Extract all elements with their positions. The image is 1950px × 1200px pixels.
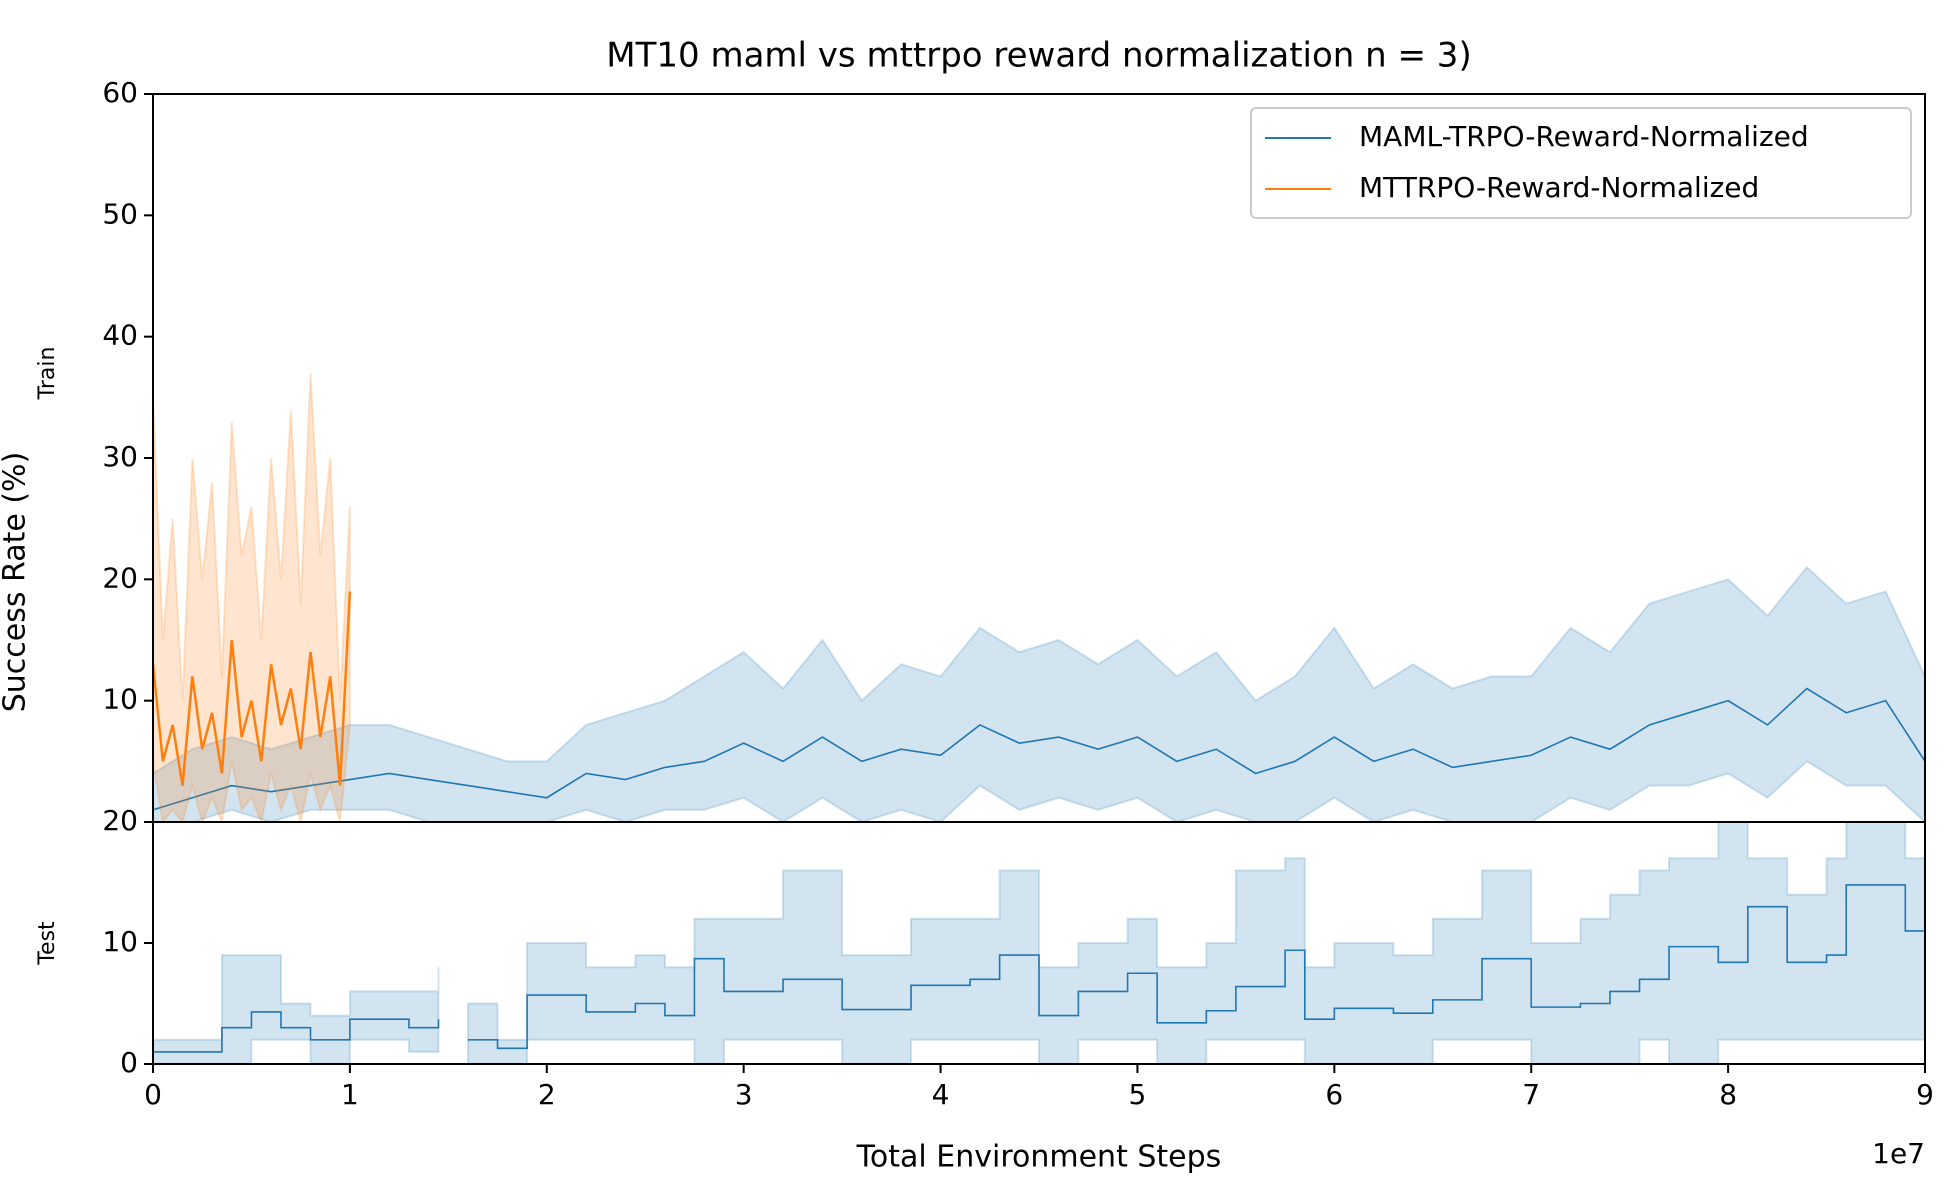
series-line xyxy=(153,687,1925,811)
y-tick-label: 10 xyxy=(102,925,138,958)
x-offset-label: 1e7 xyxy=(1872,1137,1925,1170)
legend-label: MTTRPO-Reward-Normalized xyxy=(1359,171,1759,204)
plot-area xyxy=(153,822,1925,1064)
y-tick-label: 50 xyxy=(102,197,138,230)
x-tick-label: 3 xyxy=(735,1078,753,1111)
x-tick-label: 4 xyxy=(932,1078,950,1111)
y-tick-label: 0 xyxy=(120,1046,138,1079)
x-tick-label: 7 xyxy=(1522,1078,1540,1111)
x-tick-label: 2 xyxy=(538,1078,556,1111)
series-line xyxy=(153,591,352,786)
confidence-band xyxy=(153,954,440,1064)
y-tick-label: 40 xyxy=(102,319,138,352)
panel-label: Train xyxy=(35,347,60,401)
y-tick-label: 20 xyxy=(102,561,138,594)
x-tick-label: 1 xyxy=(341,1078,359,1111)
confidence-band xyxy=(467,822,1925,1064)
series-line xyxy=(153,884,1925,1053)
x-tick-label: 8 xyxy=(1719,1078,1737,1111)
legend-label: MAML-TRPO-Reward-Normalized xyxy=(1359,120,1809,153)
confidence-band xyxy=(153,565,1925,822)
panel-label: Test xyxy=(35,921,60,966)
x-axis-label: Total Environment Steps xyxy=(856,1140,1222,1175)
legend-box xyxy=(1250,107,1912,219)
x-tick-label: 5 xyxy=(1129,1078,1147,1111)
x-tick-label: 0 xyxy=(144,1078,162,1111)
x-tick-label: 9 xyxy=(1916,1078,1934,1111)
plot-area xyxy=(153,373,1925,822)
y-tick-label: 30 xyxy=(102,440,138,473)
y-tick-label: 20 xyxy=(102,804,138,837)
y-axis-label: Success Rate (%) xyxy=(0,452,33,713)
confidence-band xyxy=(153,373,351,822)
x-tick-label: 6 xyxy=(1325,1078,1343,1111)
chart-title: MT10 maml vs mttrpo reward normalization… xyxy=(606,36,1471,76)
y-tick-label: 60 xyxy=(102,76,138,109)
y-tick-label: 10 xyxy=(102,683,138,716)
